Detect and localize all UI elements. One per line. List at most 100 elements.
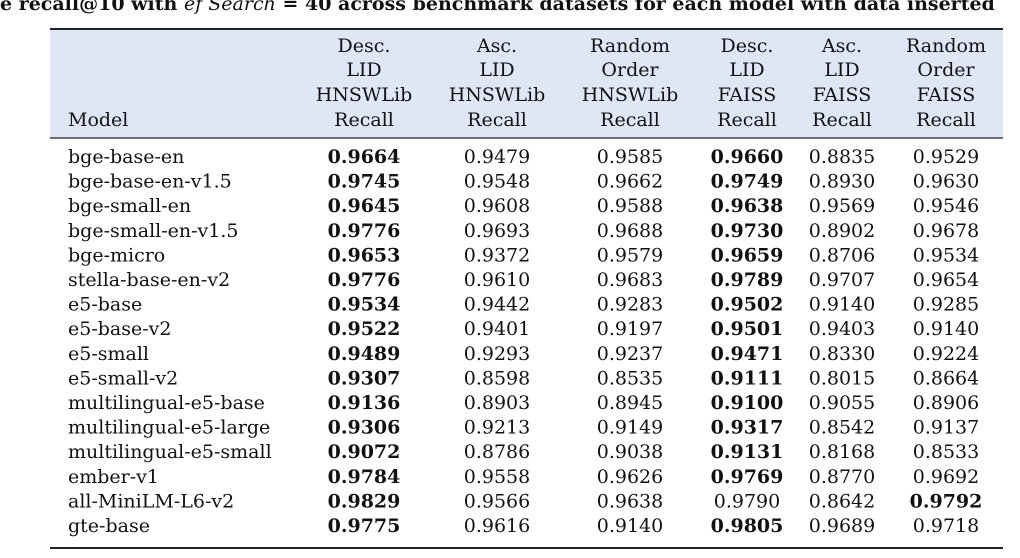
recall-value: 0.9471: [711, 343, 784, 365]
recall-value: 0.9306: [328, 417, 401, 439]
recall-value: 0.9588: [597, 195, 663, 217]
recall-value: 0.9072: [328, 441, 401, 463]
column-header: HNSWLib: [316, 84, 413, 106]
recall-value: 0.9664: [328, 146, 401, 168]
column-header: Recall: [717, 109, 777, 131]
recall-value: 0.9403: [809, 318, 875, 340]
model-name: e5-small: [68, 343, 149, 365]
column-header: Recall: [467, 109, 527, 131]
recall-value: 0.8330: [809, 343, 875, 365]
recall-value: 0.9140: [809, 294, 875, 316]
recall-value: 0.9608: [464, 195, 530, 217]
recall-value: 0.8945: [597, 392, 663, 414]
column-header: Desc.: [338, 35, 391, 57]
model-name: e5-small-v2: [68, 367, 178, 389]
recall-value: 0.8015: [809, 367, 875, 389]
recall-value: 0.9654: [913, 269, 979, 291]
recall-value: 0.9638: [597, 490, 663, 512]
recall-value: 0.9197: [597, 318, 663, 340]
column-header: Order: [601, 59, 659, 81]
recall-value: 0.8598: [464, 367, 530, 389]
recall-value: 0.9718: [913, 515, 979, 537]
recall-value: 0.8542: [809, 417, 875, 439]
recall-value: 0.9745: [328, 171, 401, 193]
recall-value: 0.9829: [328, 490, 401, 512]
recall-value: 0.9442: [464, 294, 530, 316]
caption-italic: ef Search: [184, 0, 276, 15]
column-header: FAISS: [813, 84, 871, 106]
recall-value: 0.9140: [913, 318, 979, 340]
caption-text: e recall@10 with: [0, 0, 184, 15]
recall-value: 0.9546: [913, 195, 979, 217]
recall-value: 0.9522: [328, 318, 401, 340]
recall-value: 0.9585: [597, 146, 663, 168]
recall-value: 0.9626: [597, 466, 663, 488]
model-name: multilingual-e5-large: [68, 417, 270, 439]
caption-text: = 40 across benchmark datasets for each …: [276, 0, 995, 15]
recall-value: 0.9534: [913, 244, 979, 266]
recall-value: 0.9805: [711, 515, 784, 537]
model-name: bge-small-en: [68, 195, 191, 217]
model-name: e5-base: [68, 294, 142, 316]
recall-value: 0.9749: [711, 171, 784, 193]
column-header: LID: [824, 59, 859, 81]
column-header: HNSWLib: [582, 84, 679, 106]
model-name: ember-v1: [68, 466, 159, 488]
recall-value: 0.9285: [913, 294, 979, 316]
recall-value: 0.9100: [711, 392, 784, 414]
recall-value: 0.8664: [913, 367, 979, 389]
recall-value: 0.9689: [809, 515, 875, 537]
recall-value: 0.9569: [809, 195, 875, 217]
recall-value: 0.9678: [913, 220, 979, 242]
recall-value: 0.9213: [464, 417, 530, 439]
recall-value: 0.9502: [711, 294, 784, 316]
model-name: bge-small-en-v1.5: [68, 220, 239, 242]
recall-value: 0.8533: [913, 441, 979, 463]
recall-value: 0.9283: [597, 294, 663, 316]
recall-value: 0.9136: [328, 392, 401, 414]
recall-value: 0.8930: [809, 171, 875, 193]
model-name: bge-base-en-v1.5: [68, 171, 232, 193]
recall-value: 0.9683: [597, 269, 663, 291]
recall-value: 0.9776: [328, 220, 401, 242]
recall-value: 0.9790: [714, 490, 780, 512]
recall-value: 0.9307: [328, 367, 401, 389]
model-name: e5-base-v2: [68, 318, 171, 340]
model-name: gte-base: [68, 515, 150, 537]
recall-value: 0.9660: [711, 146, 784, 168]
recall-value: 0.9534: [328, 294, 401, 316]
model-name: bge-base-en: [68, 146, 184, 168]
recall-value: 0.9149: [597, 417, 663, 439]
recall-value: 0.9769: [711, 466, 784, 488]
recall-value: 0.9489: [328, 343, 401, 365]
column-header: FAISS: [917, 84, 975, 106]
recall-value: 0.9558: [464, 466, 530, 488]
recall-value: 0.9293: [464, 343, 530, 365]
recall-value: 0.9792: [910, 490, 983, 512]
recall-value: 0.9224: [913, 343, 979, 365]
column-header: Order: [917, 59, 975, 81]
recall-value: 0.9055: [809, 392, 875, 414]
recall-value: 0.9730: [711, 220, 784, 242]
recall-value: 0.9784: [328, 466, 401, 488]
recall-value: 0.9548: [464, 171, 530, 193]
recall-value: 0.9775: [328, 515, 401, 537]
model-name: multilingual-e5-base: [68, 392, 265, 414]
recall-value: 0.9140: [597, 515, 663, 537]
model-name: stella-base-en-v2: [68, 269, 230, 291]
recall-value: 0.9638: [711, 195, 784, 217]
recall-value: 0.9401: [464, 318, 530, 340]
column-header: Recall: [812, 109, 872, 131]
recall-value: 0.9662: [597, 171, 663, 193]
column-header: Random: [906, 35, 986, 57]
recall-value: 0.8906: [913, 392, 979, 414]
recall-value: 0.9479: [464, 146, 530, 168]
column-header: Recall: [916, 109, 976, 131]
recall-value: 0.9317: [711, 417, 784, 439]
recall-value: 0.9707: [809, 269, 875, 291]
model-name: bge-micro: [68, 244, 165, 266]
column-header: Random: [590, 35, 670, 57]
recall-value: 0.9529: [913, 146, 979, 168]
model-name: all-MiniLM-L6-v2: [68, 490, 234, 512]
